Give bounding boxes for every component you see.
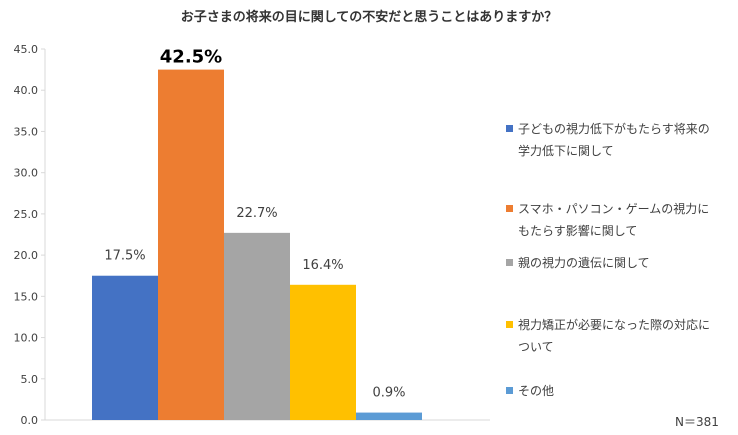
legend-label-line2: 学力低下に関して bbox=[518, 144, 614, 158]
legend-label-line1: 視力矯正が必要になった際の対応に bbox=[518, 318, 711, 332]
bar bbox=[158, 69, 224, 420]
legend-swatch bbox=[506, 259, 513, 266]
legend-swatch bbox=[506, 321, 513, 328]
legend-label-line2: もたらす影響に関して bbox=[518, 224, 638, 238]
data-label: 42.5% bbox=[160, 47, 222, 68]
y-tick-label: 5.0 bbox=[21, 373, 39, 386]
legend-label-line2: ついて bbox=[518, 340, 554, 354]
sample-size-note: N＝381 bbox=[675, 415, 719, 429]
bars bbox=[92, 69, 422, 420]
legend-item-correction: 視力矯正が必要になった際の対応に ついて bbox=[506, 314, 734, 380]
legend-label-line1: 親の視力の遺伝に関して bbox=[518, 256, 650, 270]
chart-title: お子さまの将来の目に関しての不安だと思うことはありますか？ bbox=[181, 9, 558, 25]
data-label: 0.9% bbox=[372, 386, 405, 401]
legend-item-heredity: 親の視力の遺伝に関して bbox=[506, 252, 734, 314]
legend-swatch bbox=[506, 125, 513, 132]
legend-swatch bbox=[506, 387, 513, 394]
y-tick-label: 15.0 bbox=[14, 290, 39, 303]
data-label: 16.4% bbox=[302, 258, 343, 273]
legend-swatch bbox=[506, 205, 513, 212]
y-tick-label: 0.0 bbox=[21, 414, 39, 427]
data-labels: 17.5% 42.5% 22.7% 16.4% 0.9% bbox=[104, 47, 405, 401]
legend-item-learning: 子どもの視力低下がもたらす将来の 学力低下に関して bbox=[506, 118, 734, 198]
bar bbox=[224, 232, 290, 420]
data-label: 22.7% bbox=[236, 206, 277, 221]
y-tick-label: 25.0 bbox=[14, 208, 39, 221]
y-tick-label: 20.0 bbox=[14, 249, 39, 262]
legend: 子どもの視力低下がもたらす将来の 学力低下に関して スマホ・パソコン・ゲームの視… bbox=[506, 118, 734, 402]
y-tick-label: 45.0 bbox=[14, 43, 39, 56]
y-tick-label: 35.0 bbox=[14, 125, 39, 138]
legend-label-line1: その他 bbox=[518, 384, 555, 398]
legend-label-line1: スマホ・パソコン・ゲームの視力に bbox=[518, 202, 710, 216]
bar bbox=[92, 275, 158, 420]
legend-label-line1: 子どもの視力低下がもたらす将来の bbox=[518, 122, 710, 136]
data-label: 17.5% bbox=[104, 249, 145, 264]
legend-item-other: その他 bbox=[506, 380, 734, 402]
bar bbox=[356, 412, 422, 420]
y-tick-label: 40.0 bbox=[14, 84, 39, 97]
y-tick-label: 10.0 bbox=[14, 332, 39, 345]
bar bbox=[290, 284, 356, 420]
y-tick-label: 30.0 bbox=[14, 167, 39, 180]
legend-item-devices: スマホ・パソコン・ゲームの視力に もたらす影響に関して bbox=[506, 198, 734, 252]
